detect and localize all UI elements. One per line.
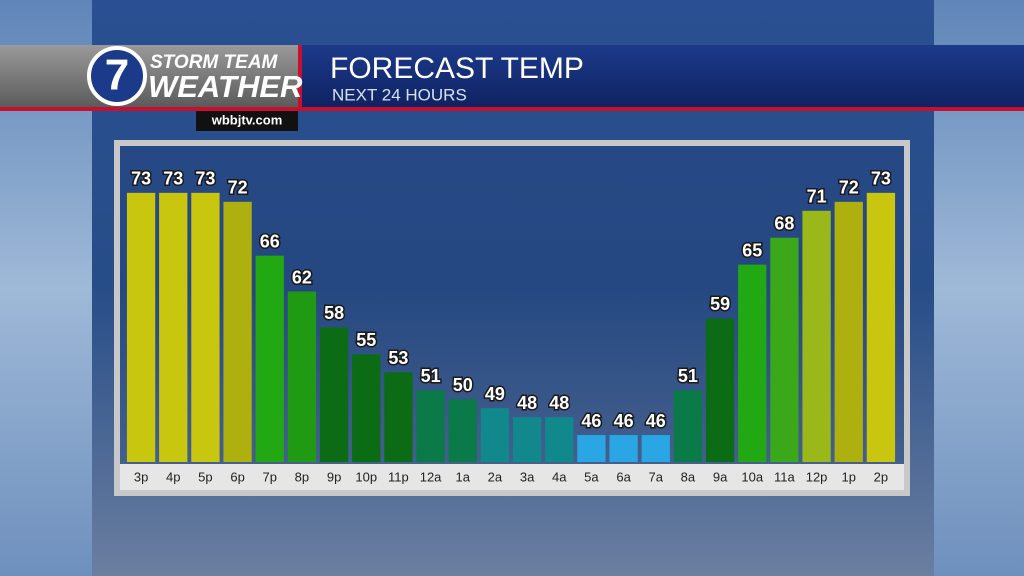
bar [738, 264, 767, 462]
header-divider [298, 45, 302, 111]
x-tick-label: 10a [741, 469, 763, 484]
value-label: 58 [324, 303, 344, 323]
bar [480, 408, 510, 462]
x-tick-label: 4p [166, 469, 180, 484]
x-tick-label: 7p [263, 469, 277, 484]
value-label: 49 [485, 384, 505, 404]
bar [223, 201, 252, 463]
value-label: 50 [453, 375, 473, 395]
bar [705, 318, 735, 462]
x-tick-label: 11a [774, 469, 795, 484]
value-label: 73 [131, 169, 151, 189]
value-label: 65 [742, 240, 762, 260]
value-label: 72 [228, 178, 248, 198]
x-tick-label: 2p [874, 469, 888, 484]
bar [416, 390, 445, 462]
x-tick-label: 2a [488, 469, 503, 484]
value-label: 62 [292, 267, 312, 287]
value-label: 53 [388, 348, 408, 368]
x-tick-label: 1a [456, 469, 471, 484]
station-top: STORM TEAM [150, 52, 279, 73]
bar [448, 399, 477, 462]
bar [352, 354, 381, 462]
x-tick-label: 4a [552, 469, 567, 484]
chart-title: FORECAST TEMP [330, 52, 584, 85]
bar [609, 435, 638, 462]
bar [512, 417, 542, 462]
x-tick-label: 1p [842, 469, 856, 484]
bar [159, 192, 188, 462]
x-tick-label: 7a [649, 469, 664, 484]
bar [673, 390, 703, 462]
value-label: 48 [517, 393, 537, 413]
x-tick-label: 9p [327, 469, 341, 484]
value-label: 66 [260, 231, 280, 251]
bar [802, 210, 831, 462]
bar [641, 435, 670, 462]
logo-number: 7 [105, 51, 129, 100]
x-tick-label: 8p [295, 469, 309, 484]
value-label: 73 [871, 169, 891, 189]
bar [577, 435, 606, 462]
bar [384, 372, 413, 462]
value-label: 73 [195, 169, 215, 189]
bar [126, 192, 156, 462]
bar [545, 417, 574, 462]
bar [866, 192, 896, 462]
x-tick-label: 6a [616, 469, 631, 484]
value-label: 46 [646, 411, 666, 431]
logo-area [0, 45, 300, 108]
value-label: 46 [614, 411, 634, 431]
bar [255, 255, 284, 462]
value-label: 51 [678, 366, 698, 386]
bar [287, 291, 317, 462]
value-label: 73 [163, 169, 183, 189]
website-box [196, 111, 298, 131]
website: wbbjtv.com [211, 112, 283, 127]
chart-subtitle: NEXT 24 HOURS [332, 85, 467, 104]
bar [770, 237, 799, 462]
x-tick-label: 10p [355, 469, 377, 484]
bar [319, 327, 349, 462]
bar [191, 192, 220, 462]
value-label: 71 [807, 187, 827, 207]
x-tick-label: 3p [134, 469, 148, 484]
value-label: 59 [710, 294, 730, 314]
x-tick-label: 8a [681, 469, 696, 484]
x-tick-label: 12a [420, 469, 442, 484]
header-rule [0, 107, 1024, 111]
logo-circle [87, 46, 147, 106]
x-tick-label: 12p [806, 469, 828, 484]
value-label: 51 [421, 366, 441, 386]
value-label: 55 [356, 330, 376, 350]
category-strip [120, 464, 904, 490]
x-tick-label: 5p [198, 469, 212, 484]
x-tick-label: 5a [584, 469, 599, 484]
value-label: 46 [581, 411, 601, 431]
station-bottom: WEATHER [148, 69, 303, 104]
value-label: 48 [549, 393, 569, 413]
x-tick-label: 11p [388, 469, 409, 484]
x-tick-label: 6p [230, 469, 244, 484]
bar [834, 201, 863, 463]
value-label: 72 [839, 178, 859, 198]
x-tick-label: 3a [520, 469, 535, 484]
x-tick-label: 9a [713, 469, 728, 484]
value-label: 68 [774, 213, 794, 233]
